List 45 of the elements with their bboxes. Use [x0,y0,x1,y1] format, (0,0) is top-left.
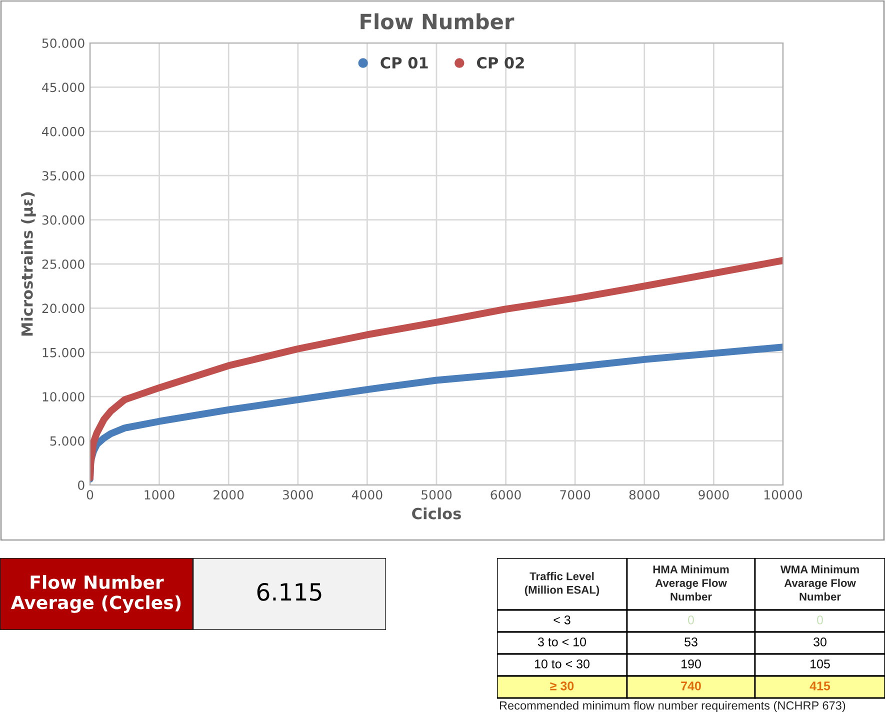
category-label: HMA Minimum Average Flow Number [653,565,729,601]
x-tick-label: 4000 [352,490,382,500]
category-label: WMA Minimum Avarage Flow Number [780,565,859,601]
text: 0 [817,616,823,624]
text: 30 [814,638,826,646]
chart-title: Flow Number [360,13,514,30]
category-label: Traffic Level (Million ESAL) [524,572,600,596]
y-tick-label: 25.000 [42,259,84,269]
text: 3 to < 10 [538,638,586,646]
text: 105 [810,660,830,668]
text: 6.115 [257,582,322,601]
y-tick-label: 5.000 [50,436,84,446]
y-tick-label: 35.000 [42,171,84,181]
x-tick-label: 2000 [214,490,244,500]
y-tick-label: 10.000 [42,392,84,402]
y-tick-label: 0 [78,480,84,490]
text: 740 [681,682,701,690]
y-tick-label: 20.000 [42,304,84,314]
x-tick-label: 10000 [764,490,802,500]
x-tick-label: 1000 [144,490,174,500]
x-tick-label: 8000 [629,490,660,500]
x-tick-label: 5000 [422,490,452,500]
y-tick-label: 30.000 [42,215,84,225]
text: 0 [688,616,694,624]
x-tick-label: 9000 [698,490,729,500]
text: 53 [684,638,698,646]
text: Flow Number Average (Cycles) [10,575,181,613]
text: Recommended minimum flow number requirements (NCHRP 673) [500,701,846,712]
x-tick-label: 7000 [560,490,590,500]
text: 10 to < 30 [534,660,590,668]
x-tick-label: 6000 [490,490,521,500]
text: 415 [810,682,830,690]
text: < 3 [554,616,570,624]
y-tick-label: 15.000 [42,348,84,358]
legend-label: CP 02 [476,57,524,69]
x-tick-label: 0 [86,490,94,500]
text: 190 [682,660,701,668]
x-axis-title: Ciclos [412,508,461,520]
y-axis-title: Microstrains (με) [21,192,36,336]
y-tick-label: 45.000 [42,82,84,92]
text: ≥ 30 [550,682,574,690]
y-tick-label: 50.000 [42,38,84,48]
legend-label: CP 01 [380,57,428,69]
y-tick-label: 40.000 [42,126,84,136]
x-tick-label: 3000 [282,490,313,500]
